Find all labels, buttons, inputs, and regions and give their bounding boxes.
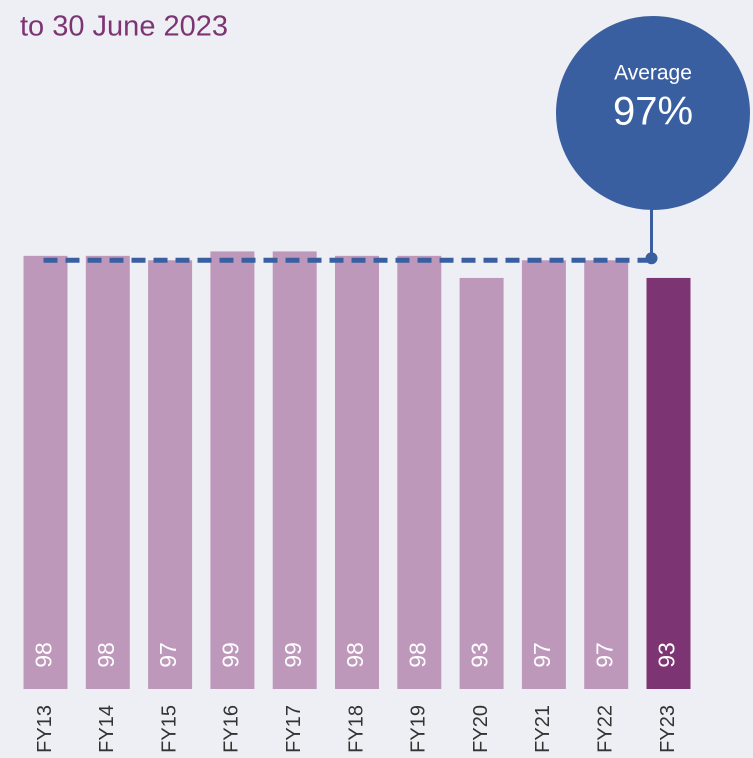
x-tick-label: FY19 [408, 705, 430, 753]
x-tick-label: FY20 [470, 705, 492, 753]
x-tick-label: FY13 [34, 705, 56, 753]
bar [397, 255, 442, 689]
bar [335, 255, 379, 689]
bar [459, 277, 504, 689]
x-tick-label: FY22 [594, 705, 616, 753]
bar [85, 255, 130, 689]
bar [23, 255, 68, 689]
data-label: 98 [404, 642, 430, 668]
data-label: 99 [217, 642, 243, 668]
x-tick-label: FY23 [657, 705, 679, 753]
average-label: Average [614, 62, 692, 85]
x-tick-label: FY14 [96, 705, 118, 753]
data-label: 93 [467, 642, 493, 668]
x-tick-label: FY15 [158, 705, 180, 753]
bar [272, 251, 317, 690]
chart-title: to 30 June 2023 [20, 11, 228, 43]
data-label: 99 [280, 642, 306, 668]
bar [521, 260, 566, 689]
data-label: 97 [529, 642, 555, 668]
data-label: 98 [93, 642, 119, 668]
data-label: 98 [31, 642, 57, 668]
data-label: 93 [654, 642, 680, 668]
bar [148, 260, 193, 689]
data-label: 98 [342, 642, 368, 668]
x-tick-label: FY21 [532, 705, 554, 753]
bar [210, 251, 255, 690]
average-value: 97% [613, 90, 693, 134]
average-bubble [556, 16, 750, 210]
x-tick-label: FY17 [283, 705, 305, 753]
data-label: 97 [155, 642, 181, 668]
data-label: 97 [591, 642, 617, 668]
bar [646, 277, 691, 689]
x-tick-label: FY18 [345, 705, 367, 753]
x-tick-label: FY16 [221, 705, 243, 753]
bar [584, 260, 629, 689]
